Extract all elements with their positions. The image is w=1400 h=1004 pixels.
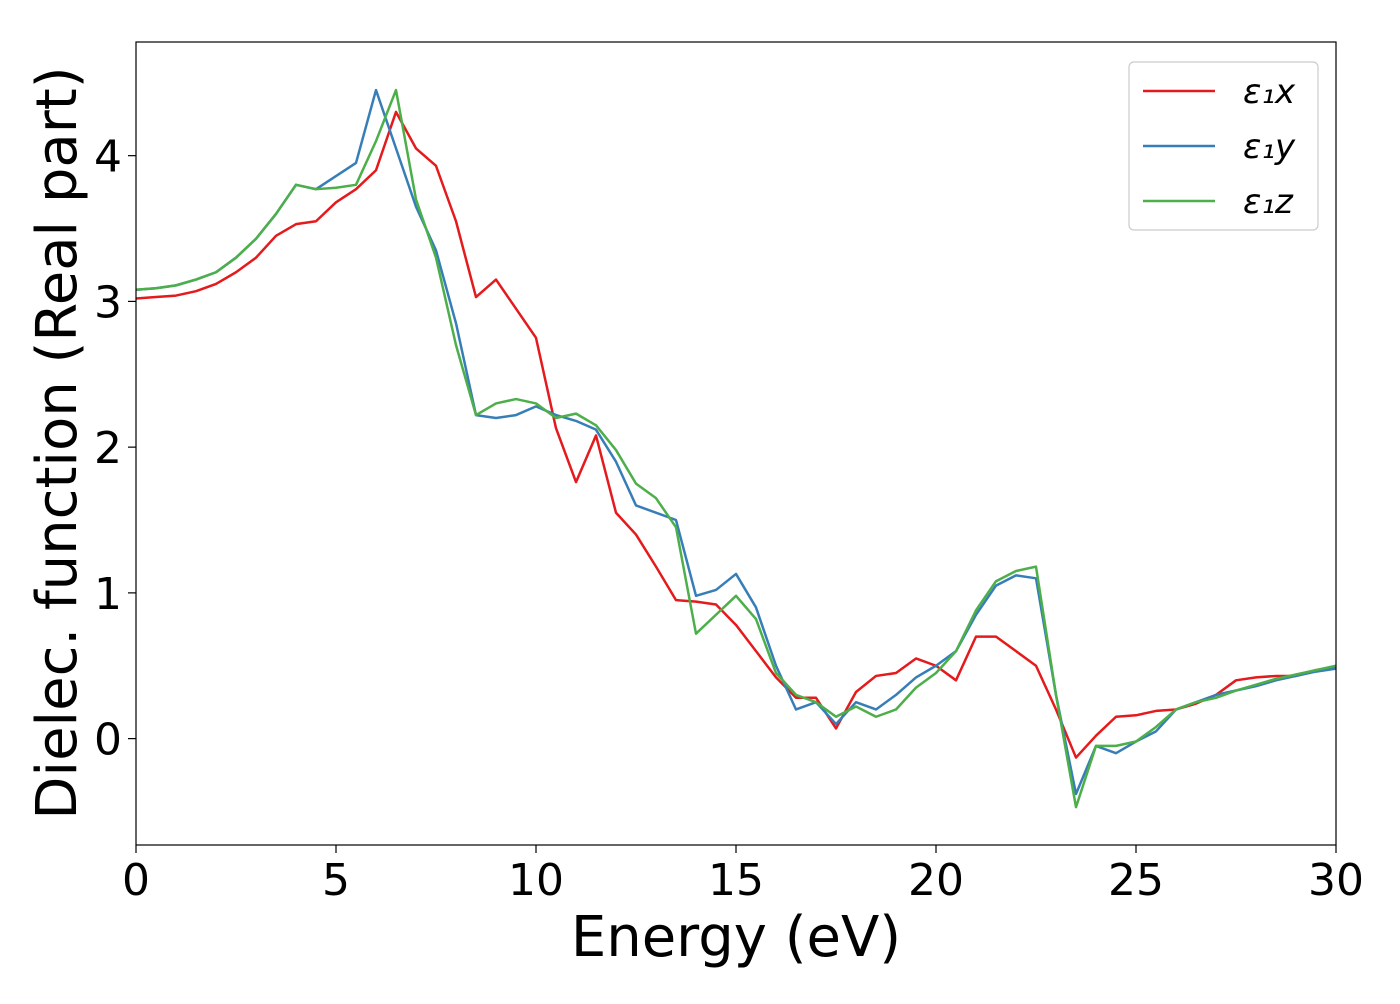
legend-label: ε₁x (1243, 72, 1296, 112)
legend: ε₁x ε₁y ε₁z (1128, 61, 1319, 231)
series-line (135, 88, 1337, 809)
x-tick-label: 20 (908, 855, 964, 906)
x-tick-label: 10 (508, 855, 564, 906)
y-tick-label: 4 (94, 132, 122, 183)
x-tick-label: 15 (708, 855, 764, 906)
x-tick-label: 0 (122, 855, 150, 906)
y-tick-label: 3 (94, 277, 122, 328)
legend-label: ε₁z (1243, 182, 1294, 222)
legend-box (1128, 61, 1319, 231)
y-tick-label: 1 (94, 569, 122, 620)
plot-frame (135, 41, 1337, 846)
series-line (135, 110, 1337, 759)
legend-label: ε₁y (1243, 127, 1296, 167)
y-tick-label: 0 (94, 715, 122, 766)
x-tick-label: 30 (1308, 855, 1364, 906)
x-axis-title: Energy (eV) (571, 905, 901, 970)
x-tick-label: 5 (322, 855, 350, 906)
y-axis-title: Dielec. function (Real part) (25, 66, 90, 819)
x-tick-label: 25 (1108, 855, 1164, 906)
y-tick-label: 2 (94, 423, 122, 474)
